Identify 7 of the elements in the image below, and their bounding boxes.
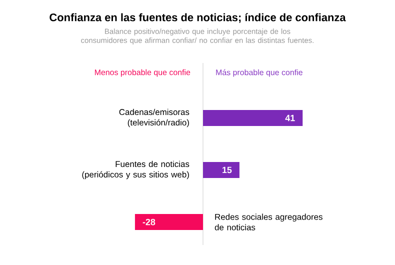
y-tick-label: Redes sociales agregadores de noticias [214,214,322,230]
y-tick-label: Fuentes de noticias (periódicos y sus sitios web) [82,160,190,180]
data-label: 41 [285,114,295,122]
data-label: 15 [222,166,232,174]
data-label: -28 [142,218,156,226]
chart-title: Confianza en las fuentes de noticias; índice de confianza [50,13,346,23]
y-tick-label: Cadenas/emisoras (televisión/radio) [119,108,190,128]
